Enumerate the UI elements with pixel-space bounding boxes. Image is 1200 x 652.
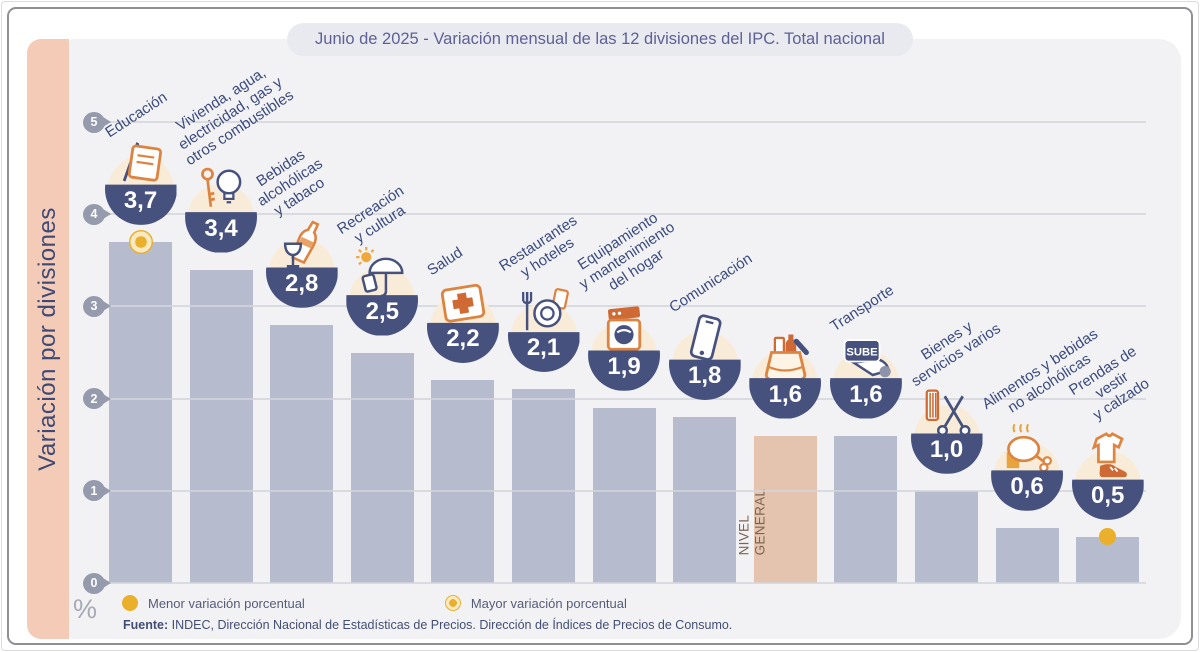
value-badge-salud: 2,2 — [426, 284, 499, 364]
chart-stage: Variación por divisiones Junio de 2025 -… — [9, 9, 1191, 643]
tick-pointer — [103, 485, 111, 496]
tshirt-shoe-icon — [1081, 431, 1135, 485]
gridline-1 — [106, 489, 1146, 492]
left-sidebar: Variación por divisiones — [27, 39, 69, 639]
chicken-food-icon — [1000, 422, 1054, 476]
bar-salud — [431, 380, 495, 583]
notebook-pencil-icon — [114, 136, 168, 190]
tick-pointer — [103, 301, 111, 312]
bar-educacion — [109, 241, 172, 583]
bar-recreacion-cultura — [350, 352, 414, 583]
gridline-5 — [106, 121, 1146, 123]
y-axis-unit-label: % — [73, 594, 98, 624]
tick-bubble: 4 — [83, 203, 105, 225]
value-badge-prendas-vestir-calzado: 0,5 — [1071, 431, 1144, 520]
chart-title: Junio de 2025 - Variación mensual de las… — [287, 23, 913, 56]
grocery-bag-icon — [758, 330, 812, 384]
mayor-variacion-ring-dot-icon — [444, 595, 461, 611]
value-badge-transporte: SUBE 1,6 — [829, 338, 902, 419]
y-axis-tick-0: 0 — [83, 572, 113, 594]
badge-value: 0,6 — [1010, 472, 1044, 500]
value-badge-bebidas-alcoholicas-tabaco: 2,8 — [265, 220, 338, 308]
source-text: INDEC, Dirección Nacional de Estadística… — [168, 618, 733, 632]
wine-bottle-glass-icon — [275, 219, 329, 273]
value-badge-restaurantes-hoteles: 2,1 — [507, 288, 580, 373]
sidebar-title: Variación por divisiones — [34, 207, 61, 471]
value-badge-recreacion-cultura: 2,5 — [346, 246, 419, 336]
y-axis-tick-4: 4 — [83, 203, 113, 225]
nivel-general-bar-label: NIVEL GENERAL — [736, 488, 769, 555]
badge-value: 0,5 — [1091, 481, 1125, 509]
bar-transporte — [834, 435, 898, 583]
fork-plate-icon — [517, 283, 571, 337]
tick-pointer — [103, 393, 111, 404]
comb-scissors-icon — [920, 385, 974, 439]
first-aid-kit-icon — [436, 274, 490, 328]
value-badge-bienes-servicios-varios: 1,0 — [910, 389, 983, 474]
badge-value: 1,6 — [849, 380, 883, 408]
svg-text:SUBE: SUBE — [846, 346, 878, 358]
badge-value: 2,5 — [365, 297, 399, 325]
badge-value: 1,9 — [607, 352, 641, 380]
y-axis-tick-2: 2 — [83, 388, 113, 410]
badge-value: 1,8 — [688, 362, 722, 389]
bar-bienes-servicios-varios — [915, 490, 978, 583]
tick-pointer — [103, 578, 111, 588]
tick-bubble: 1 — [83, 480, 105, 502]
washing-machine-icon — [597, 302, 651, 356]
tick-pointer — [103, 117, 111, 127]
legend-menor-label: Menor variación porcentual — [148, 595, 305, 611]
value-badge-equipamiento-hogar: 1,9 — [588, 306, 661, 391]
menor-variacion-marker-dot — [1099, 528, 1117, 546]
bar-restaurantes-hoteles — [512, 389, 575, 583]
tick-bubble: 2 — [83, 388, 105, 410]
badge-value: 1,0 — [929, 435, 964, 463]
gridline-0 — [106, 582, 1146, 584]
badge-value: 1,6 — [768, 380, 802, 408]
value-badge-educacion: 3,7 — [104, 142, 177, 225]
menor-variacion-dot-icon — [122, 595, 138, 611]
y-axis-tick-3: 3 — [83, 295, 113, 317]
frame-border: Variación por divisiones Junio de 2025 -… — [7, 7, 1193, 645]
tick-bubble: 0 — [83, 572, 105, 594]
gridline-3 — [106, 305, 1146, 308]
y-axis-tick-1: 1 — [83, 480, 113, 502]
gridline-2 — [106, 397, 1146, 400]
bar-alimentos-bebidas-no-alcoholicas — [995, 527, 1059, 583]
value-badge-alimentos-bebidas-no-alcoholicas: 0,6 — [991, 423, 1064, 511]
badge-value: 2,8 — [285, 269, 319, 297]
source-prefix: Fuente: — [123, 618, 169, 632]
badge-value: 3,7 — [123, 186, 158, 214]
value-badge-comunicacion: 1,8 — [668, 314, 741, 400]
badge-value: 2,2 — [446, 325, 480, 353]
legend: Menor variación porcentual Mayor variaci… — [122, 595, 627, 611]
tick-bubble: 5 — [83, 111, 105, 133]
tick-pointer — [103, 209, 111, 220]
source-note: Fuente: INDEC, Dirección Nacional de Est… — [123, 618, 732, 632]
umbrella-sun-icon — [355, 246, 409, 301]
legend-mayor-label: Mayor variación porcentual — [470, 595, 627, 611]
lightbulb-key-icon — [194, 164, 248, 218]
sube-card-icon: SUBE — [839, 330, 893, 384]
bar-vivienda-agua-electricidad-gas — [189, 269, 253, 583]
bar-nivel-general — [753, 435, 817, 583]
badge-value: 2,1 — [526, 334, 561, 362]
y-axis-tick-5: 5 — [83, 111, 113, 133]
value-badge-vivienda-agua-electricidad-gas: 3,4 — [185, 167, 258, 253]
badge-value: 3,4 — [204, 214, 238, 242]
gridline-4 — [106, 213, 1146, 216]
bar-bebidas-alcoholicas-tabaco — [270, 324, 334, 583]
bar-comunicacion — [673, 417, 737, 583]
tick-bubble: 3 — [83, 295, 105, 317]
mayor-variacion-marker-dot — [128, 229, 153, 254]
smartphone-icon — [678, 311, 732, 365]
value-badge-nivel-general: 1,6 — [749, 334, 822, 419]
bar-equipamiento-hogar — [592, 407, 656, 583]
